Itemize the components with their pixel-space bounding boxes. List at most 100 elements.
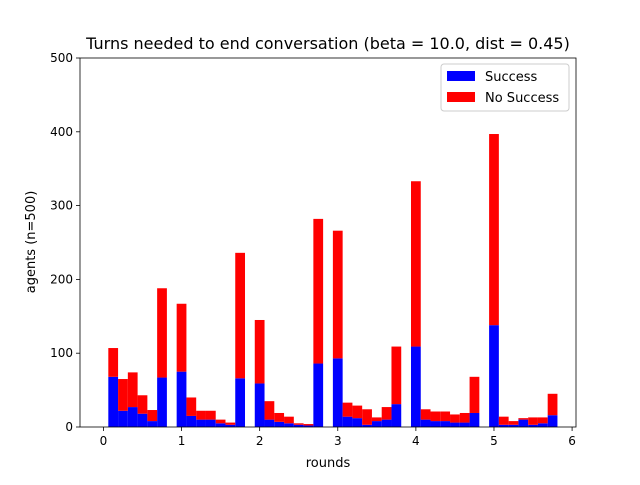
bar-no-success — [332, 230, 343, 359]
bar-success — [371, 421, 382, 427]
bar-no-success — [362, 409, 372, 425]
bar-no-success — [518, 418, 529, 420]
bar-no-success — [127, 372, 138, 408]
y-tick-label: 0 — [65, 420, 73, 434]
bar-no-success — [313, 218, 324, 364]
legend-swatch-success — [447, 71, 475, 81]
bar-no-success — [235, 252, 246, 379]
x-tick-label: 6 — [568, 434, 576, 448]
bar-no-success — [352, 405, 363, 419]
y-axis-ticks: 0 100 200 300 400 500 — [50, 51, 80, 434]
bar-no-success — [176, 303, 187, 372]
bar-no-success — [528, 417, 538, 425]
bar-no-success — [469, 376, 480, 413]
bar-success — [459, 422, 470, 427]
chart-title: Turns needed to end conversation (beta =… — [85, 34, 570, 53]
bar-success — [235, 378, 246, 427]
bar-success — [489, 325, 499, 427]
bar-success — [196, 419, 206, 427]
bar-no-success — [157, 288, 167, 378]
bar-no-success — [254, 319, 265, 384]
bars-group — [108, 134, 558, 427]
bar-no-success — [137, 395, 148, 414]
bar-no-success — [147, 410, 158, 422]
bar-no-success — [108, 348, 119, 377]
bar-success — [450, 422, 460, 427]
bar-no-success — [284, 416, 294, 424]
x-tick-label: 1 — [178, 434, 186, 448]
bar-success — [313, 363, 324, 427]
bar-no-success — [498, 416, 509, 425]
bar-success — [157, 377, 167, 427]
bar-success — [274, 421, 285, 427]
bar-no-success — [489, 134, 499, 326]
bar-success — [352, 418, 363, 427]
y-tick-label: 500 — [50, 51, 73, 65]
bar-success — [420, 419, 431, 427]
x-tick-label: 4 — [412, 434, 420, 448]
bar-success — [547, 415, 558, 427]
bar-no-success — [371, 417, 382, 422]
bar-no-success — [450, 414, 460, 423]
bar-no-success — [205, 410, 216, 420]
y-tick-label: 200 — [50, 272, 73, 286]
bar-success — [440, 421, 451, 427]
bar-success — [410, 346, 421, 427]
bar-no-success — [459, 412, 470, 423]
bar-success — [127, 407, 138, 427]
legend-label-success: Success — [485, 70, 538, 85]
bar-no-success — [225, 422, 236, 425]
bar-success — [215, 423, 226, 427]
bar-success — [498, 424, 509, 427]
bar-no-success — [537, 417, 548, 424]
bar-no-success — [391, 346, 402, 405]
bar-no-success — [293, 423, 304, 425]
bar-success — [381, 419, 392, 427]
bar-success — [518, 419, 529, 427]
x-tick-label: 5 — [490, 434, 498, 448]
bar-success — [205, 419, 216, 427]
plot-area-frame — [79, 57, 577, 428]
bar-no-success — [381, 407, 392, 420]
bar-success — [264, 419, 275, 427]
bar-no-success — [547, 393, 558, 416]
bar-success — [137, 413, 148, 427]
bar-no-success — [410, 181, 421, 347]
x-tick-label: 3 — [334, 434, 342, 448]
bar-success — [225, 424, 236, 427]
bar-success — [186, 415, 197, 427]
bar-success — [469, 412, 480, 427]
bar-success — [528, 424, 538, 427]
bar-success — [430, 421, 441, 427]
bar-no-success — [303, 424, 314, 426]
bar-no-success — [264, 401, 275, 420]
bar-no-success — [420, 409, 431, 420]
bar-no-success — [274, 412, 285, 422]
x-axis-ticks: 0 1 2 3 4 5 6 — [100, 427, 576, 448]
bar-success — [303, 425, 314, 427]
legend: Success No Success — [440, 63, 570, 112]
bar-success — [537, 423, 548, 427]
bar-no-success — [196, 410, 206, 420]
bar-success — [391, 404, 402, 427]
bar-no-success — [508, 421, 519, 425]
bar-no-success — [440, 411, 451, 422]
x-tick-label: 2 — [256, 434, 264, 448]
bar-success — [293, 424, 304, 427]
bar-success — [362, 424, 372, 427]
bar-no-success — [215, 419, 226, 424]
x-tick-label: 0 — [100, 434, 108, 448]
y-tick-label: 300 — [50, 199, 73, 213]
bar-success — [118, 410, 128, 427]
y-axis-label: agents (n=500) — [24, 191, 39, 294]
bar-success — [508, 424, 519, 427]
bar-no-success — [342, 402, 353, 417]
bar-no-success — [186, 397, 197, 416]
y-tick-label: 400 — [50, 125, 73, 139]
bar-no-success — [430, 411, 441, 422]
legend-label-no-success: No Success — [485, 91, 559, 106]
y-tick-label: 100 — [50, 346, 73, 360]
x-axis-label: rounds — [306, 456, 351, 471]
